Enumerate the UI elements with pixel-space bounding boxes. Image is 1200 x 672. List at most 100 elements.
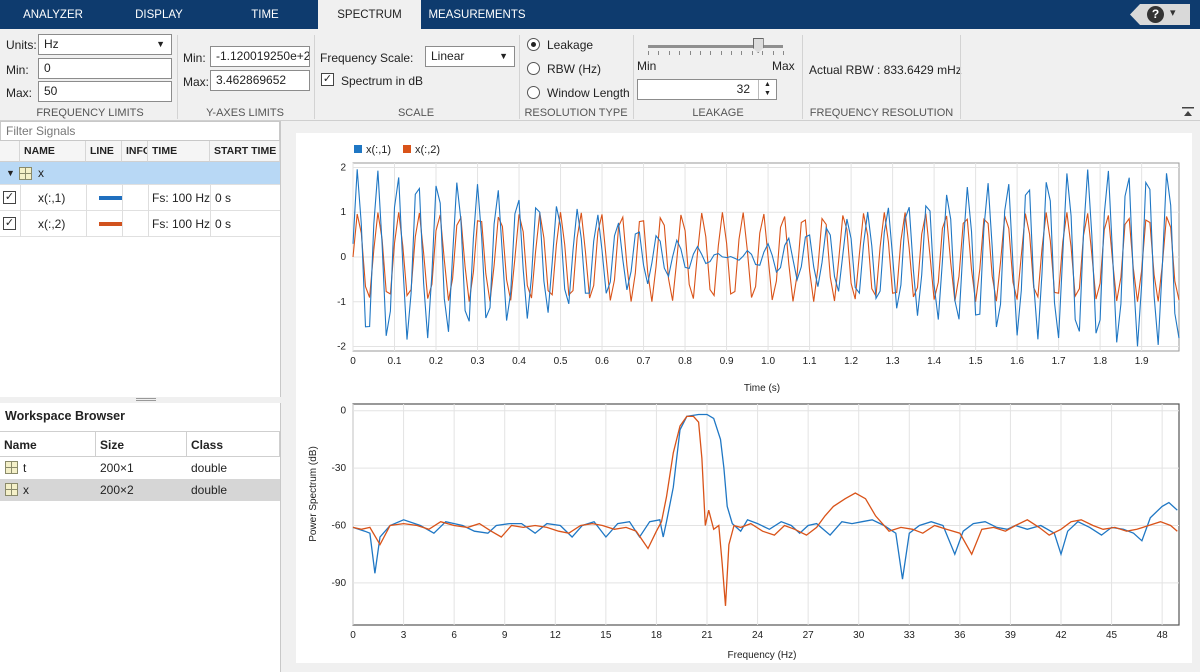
column-header-name[interactable]: NAME [20,141,86,162]
tab-time[interactable]: TIME [251,9,279,21]
slider-tick [762,51,764,55]
variable-size: 200×1 [100,461,134,475]
y-max-input[interactable]: 3.462869652 [210,70,310,91]
leakage-slider-thumb[interactable] [752,38,764,53]
x-tick-label: 0.6 [595,356,609,367]
signal-row[interactable]: ✓ x(:,2) Fs: 100 Hz 0 s [0,211,280,237]
signals-panel: Filter Signals NAME LINE INFO TIME START… [0,121,281,397]
divider [802,35,803,119]
divider [177,35,178,119]
x-tick-label: 1.3 [886,356,900,367]
slider-tick [668,51,670,55]
tab-measurements[interactable]: MEASUREMENTS [428,9,526,21]
line-color-swatch[interactable] [99,196,123,200]
x-tick-label: 0.2 [429,356,443,367]
signal-start-time: 0 s [215,191,232,205]
x-tick-label: 0.1 [388,356,402,367]
y-tick-label: 0 [340,406,346,417]
x-tick-label: 1.2 [844,356,858,367]
table-icon [5,461,18,474]
x-tick-label: 1.1 [803,356,817,367]
spin-down-icon[interactable]: ▼ [764,90,771,97]
y-min-input[interactable]: -1.120019250e+2 [210,46,310,67]
tab-analyzer[interactable]: ANALYZER [23,9,83,21]
x-tick-label: 0.9 [720,356,734,367]
legend[interactable]: x(:,1) x(:,2) [354,144,440,156]
x-tick-label: 0.5 [554,356,568,367]
column-header-line[interactable]: LINE [86,141,122,162]
help-icon[interactable]: ? [1147,6,1164,23]
signal-row[interactable]: ✓ x(:,1) Fs: 100 Hz 0 s [0,185,280,211]
x-tick-label: 1.7 [1052,356,1066,367]
collapse-toolstrip-icon[interactable] [1182,107,1194,117]
workspace-row[interactable]: t 200×1 double [0,457,280,479]
workspace-row[interactable]: x 200×2 double [0,479,280,501]
plots-canvas[interactable]: x(:,1) x(:,2) 0 0.1 0.2 0.3 0.4 0.5 0.6 0.7 0.8 0… [296,133,1192,663]
column-header-class[interactable]: Class [187,431,280,457]
workspace-browser-title: Workspace Browser [5,409,125,423]
spectrum-line-2[interactable] [352,415,1178,606]
spectrum-line-1[interactable] [352,413,1178,580]
column-header-start-time[interactable]: START TIME [210,141,280,162]
freq-max-input[interactable]: 50 [38,81,172,102]
x-tick-label: 1.6 [1010,356,1024,367]
time-domain-axes[interactable]: 0 0.1 0.2 0.3 0.4 0.5 0.6 0.7 0.8 0.9 1.0 1.1 1.2 1.3… [337,162,1180,367]
radio-rbw-label: RBW (Hz) [547,62,601,76]
signal-start-time: 0 s [215,217,232,231]
table-icon [5,483,18,496]
signal-time: Fs: 100 Hz [152,217,211,231]
legend-swatch-series1 [354,145,362,153]
line-color-swatch[interactable] [99,222,123,226]
workspace-browser: Workspace Browser Name Size Class t 200×… [0,403,281,672]
x-tick-label: 0.7 [637,356,651,367]
column-header-name[interactable]: Name [0,431,96,457]
spectrum-axes[interactable]: 0 3 6 9 12 15 18 21 24 27 30 33 36 39 42 45 480-30-60-90 [332,403,1180,641]
leakage-slider-track[interactable] [648,45,783,48]
x-tick-label: 45 [1106,630,1118,641]
spin-up-icon[interactable]: ▲ [764,81,771,88]
y-max-label: Max: [183,75,210,89]
radio-leakage-label: Leakage [547,38,594,52]
expand-caret-icon[interactable]: ▼ [6,168,15,178]
units-dropdown[interactable]: Hz ▼ [38,34,172,55]
y-tick-label: 2 [340,162,346,173]
x-tick-label: 3 [401,630,407,641]
variable-class: double [191,461,228,475]
x-tick-label: 1.0 [761,356,775,367]
signal-checkbox[interactable]: ✓ [3,217,16,230]
divider [960,35,961,119]
signal-name: x(:,2) [38,217,66,231]
radio-window-length[interactable] [527,86,540,99]
spectrum-in-db-checkbox[interactable]: ✓ [321,73,334,86]
signal-name: x(:,1) [38,191,66,205]
column-header-time[interactable]: TIME [148,141,210,162]
tab-spectrum[interactable]: SPECTRUM [318,0,421,29]
radio-rbw[interactable] [527,62,540,75]
column-header-info[interactable]: INFO [122,141,148,162]
time-xlabel: Time (s) [744,383,780,394]
series-line-x1[interactable] [352,169,1180,347]
help-menu[interactable]: ? ▾ [1130,4,1190,25]
chevron-down-icon[interactable]: ▾ [1170,7,1176,19]
column-header-size[interactable]: Size [96,431,187,457]
frequency-scale-dropdown[interactable]: Linear ▼ [425,46,515,67]
slider-tick [751,51,753,55]
table-icon [19,167,32,180]
leakage-spinner[interactable]: ▲ ▼ [758,80,776,99]
signal-group-row[interactable]: ▼ x [0,162,280,185]
x-tick-label: 0.8 [678,356,692,367]
freq-min-input[interactable]: 0 [38,58,172,79]
tab-display[interactable]: DISPLAY [135,9,183,21]
toolstrip: Units: Hz ▼ Min: 0 Max: 50 FREQUENCY LIM… [0,29,1200,121]
signal-time: Fs: 100 Hz [152,191,211,205]
splitter-grip-icon[interactable] [136,398,156,401]
radio-leakage[interactable] [527,38,540,51]
panel-splitter[interactable] [0,397,281,403]
signal-checkbox[interactable]: ✓ [3,191,16,204]
filter-signals-input[interactable]: Filter Signals [0,121,280,141]
variable-size: 200×2 [100,483,134,497]
x-tick-label: 48 [1157,630,1169,641]
leakage-value-input[interactable]: 32 [637,79,777,100]
column-header-blank [0,141,20,162]
y-tick-label: 1 [340,207,346,218]
